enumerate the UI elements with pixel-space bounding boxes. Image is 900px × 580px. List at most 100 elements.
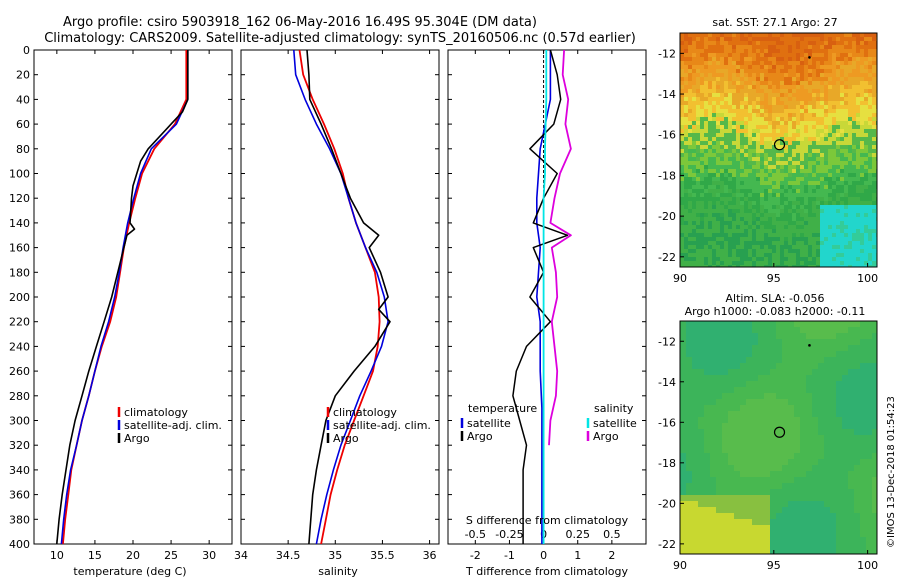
map-cell <box>872 217 876 221</box>
map-cell <box>776 209 780 213</box>
map-cell <box>776 221 780 225</box>
map-cell <box>764 197 768 201</box>
map-cell <box>740 351 746 357</box>
map-cell <box>820 261 824 265</box>
map-cell <box>704 525 710 531</box>
map-cell <box>710 471 716 477</box>
map-cell <box>806 363 812 369</box>
map-cell <box>752 193 756 197</box>
map-cell <box>832 185 836 189</box>
map-cell <box>808 265 812 267</box>
map-cell <box>872 209 876 213</box>
map-cell <box>708 217 712 221</box>
map-cell <box>740 477 746 483</box>
map-cell <box>800 253 804 257</box>
map-cell <box>806 393 812 399</box>
map-cell <box>692 369 698 375</box>
map-cell <box>740 89 744 93</box>
map-cell <box>842 321 848 327</box>
map-cell <box>872 435 877 441</box>
map-cell <box>854 327 860 333</box>
map-cell <box>808 49 812 53</box>
map-cell <box>840 141 844 145</box>
map-cell <box>764 233 768 237</box>
map-cell <box>716 345 722 351</box>
map-cell <box>820 153 824 157</box>
map-cell <box>684 177 688 181</box>
map-cell <box>732 257 736 261</box>
map-cell <box>848 77 852 81</box>
map-cell <box>804 93 808 97</box>
map-cell <box>836 411 842 417</box>
map-cell <box>710 507 716 513</box>
map-cell <box>736 109 740 113</box>
map-cell <box>680 245 684 249</box>
map-cell <box>744 33 748 37</box>
map-cell <box>840 193 844 197</box>
map-cell <box>728 327 734 333</box>
map-cell <box>740 193 744 197</box>
map-cell <box>740 339 746 345</box>
map-cell <box>764 453 770 459</box>
map-cell <box>812 201 816 205</box>
map-cell <box>868 41 872 45</box>
map-cell <box>770 333 776 339</box>
map-cell <box>800 141 804 145</box>
map-cell <box>830 411 836 417</box>
map-cell <box>792 141 796 145</box>
map-cell <box>796 157 800 161</box>
map-cell <box>692 125 696 129</box>
map-cell <box>788 213 792 217</box>
map-cell <box>866 375 872 381</box>
map-cell <box>724 73 728 77</box>
map-cell <box>836 477 842 483</box>
map-cell <box>680 249 684 253</box>
map-cell <box>836 65 840 69</box>
map-cell <box>776 321 782 327</box>
map-cell <box>696 37 700 41</box>
map-cell <box>758 381 764 387</box>
map-cell <box>852 169 856 173</box>
map-cell <box>752 507 758 513</box>
map-cell <box>792 233 796 237</box>
map-cell <box>800 249 804 253</box>
map-cell <box>836 37 840 41</box>
map-cell <box>808 65 812 69</box>
map-cell <box>824 57 828 61</box>
map-cell <box>818 537 824 543</box>
map-cell <box>720 65 724 69</box>
map-cell <box>692 205 696 209</box>
map-cell <box>806 483 812 489</box>
map-cell <box>744 65 748 69</box>
map-cell <box>816 133 820 137</box>
map-cell <box>828 265 832 267</box>
map-cell <box>856 45 860 49</box>
map-cell <box>708 105 712 109</box>
map-cell <box>804 241 808 245</box>
map-cell <box>684 113 688 117</box>
map-cell <box>680 265 684 267</box>
map-cell <box>770 483 776 489</box>
map-cell <box>852 109 856 113</box>
map-cell <box>748 241 752 245</box>
map-cell <box>854 525 860 531</box>
map-cell <box>758 507 764 513</box>
map-cell <box>712 57 716 61</box>
map-cell <box>836 513 842 519</box>
map-cell <box>720 145 724 149</box>
map-cell <box>688 157 692 161</box>
map-cell <box>828 101 832 105</box>
map-cell <box>728 381 734 387</box>
map-cell <box>756 149 760 153</box>
map-cell <box>680 97 684 101</box>
map-cell <box>824 157 828 161</box>
map-cell <box>692 221 696 225</box>
map-cell <box>704 141 708 145</box>
legend-satellite: satellite-adj. clim. <box>333 419 431 432</box>
map-cell <box>764 369 770 375</box>
map-cell <box>856 101 860 105</box>
map-cell <box>686 411 692 417</box>
map-cell <box>780 249 784 253</box>
map-cell <box>688 85 692 89</box>
map-cell <box>756 69 760 73</box>
